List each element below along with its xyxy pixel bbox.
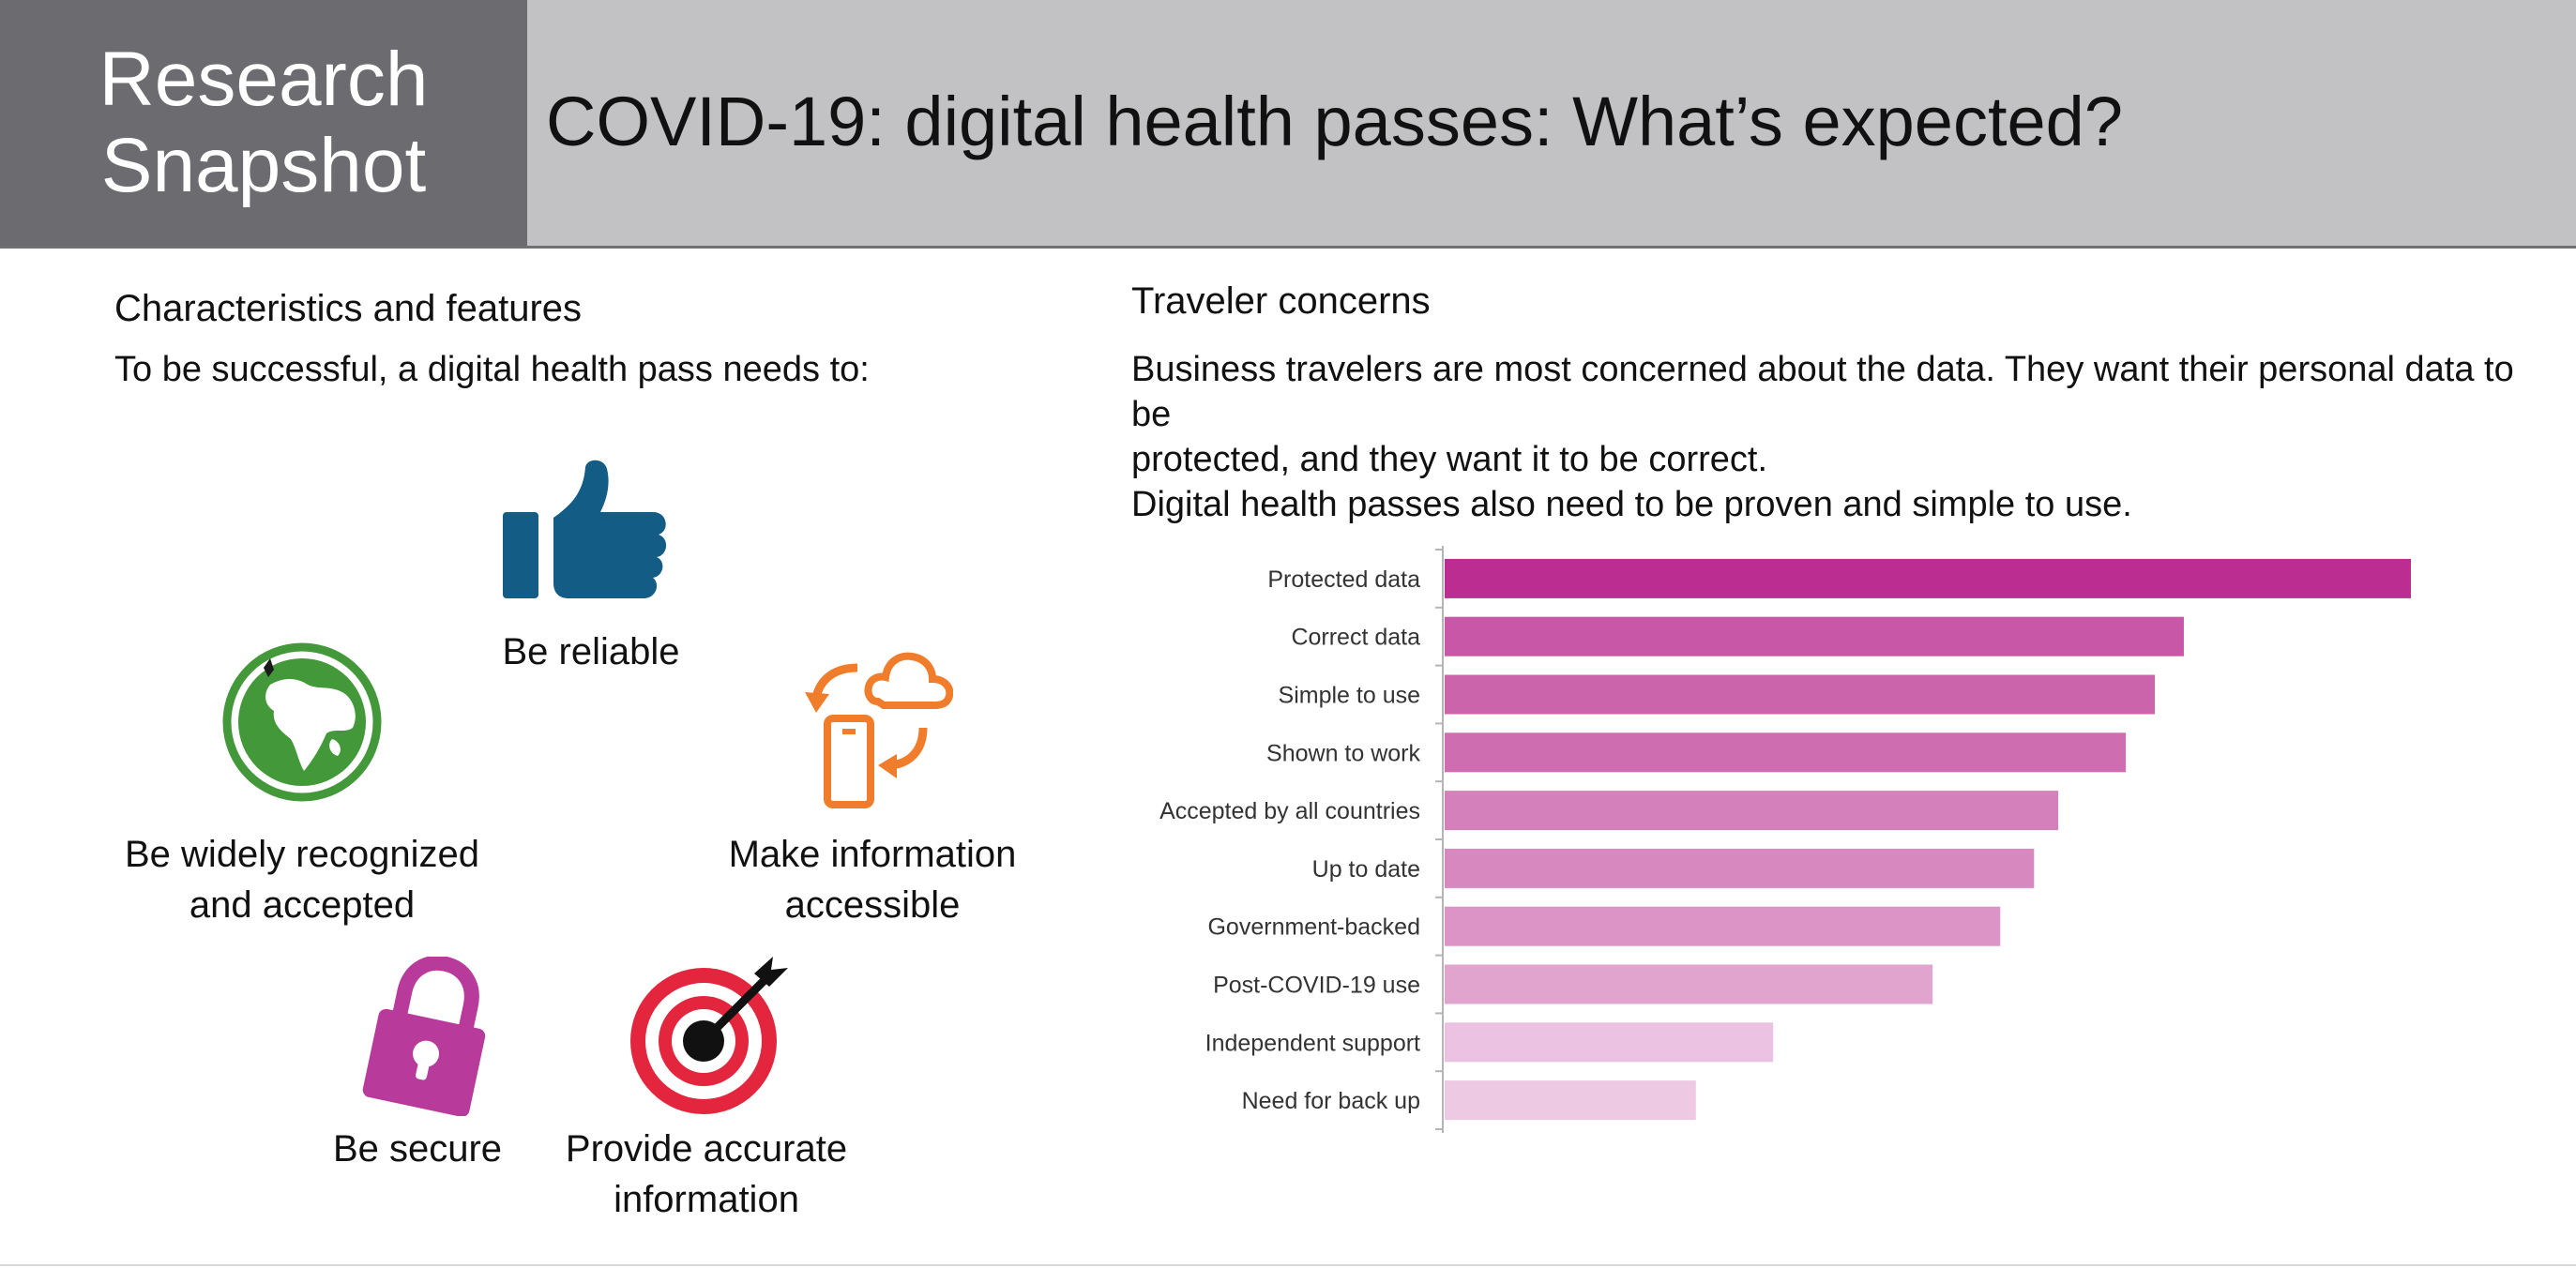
research-snapshot-badge: Research Snapshot [0, 0, 527, 246]
category-label: Up to date [1312, 856, 1420, 883]
feature-label-accurate: Provide accurate information [535, 1124, 878, 1225]
traveler-concerns-heading: Traveler concerns [1131, 280, 1431, 322]
bar-accepted-by-all-countries [1445, 791, 2059, 831]
feature-label-recognized-line1: Be widely recognized [125, 834, 479, 875]
feature-label-secure: Be secure [332, 1128, 503, 1170]
globe-icon [222, 642, 382, 802]
characteristics-intro: To be successful, a digital health pass … [114, 350, 870, 389]
category-label: Simple to use [1279, 683, 1420, 709]
bar-independent-support [1445, 1022, 1774, 1063]
traveler-concerns-chart: Protected data Correct data Simple to use S… [1107, 535, 2533, 1144]
category-label: Post-COVID-19 use [1213, 973, 1420, 999]
category-label: Shown to work [1266, 740, 1420, 766]
bottom-divider [0, 1264, 2576, 1266]
bar-post-covid-19-use [1445, 964, 1933, 1004]
bar-government-backed [1445, 906, 2001, 946]
bar-correct-data [1445, 616, 2184, 657]
bar-chart-svg: Protected data Correct data Simple to use S… [1159, 546, 2411, 1133]
bar-shown-to-work [1445, 732, 2127, 773]
concerns-text-line2: protected, and they want it to be correc… [1131, 440, 1768, 479]
category-label: Independent support [1205, 1030, 1420, 1056]
feature-label-recognized-line2: and accepted [189, 884, 416, 926]
thumbs-up-icon [503, 460, 667, 598]
concerns-text-line3: Digital health passes also need to be pr… [1131, 485, 2132, 524]
feature-label-reliable: Be reliable [502, 631, 680, 672]
category-label: Need for back up [1242, 1088, 1420, 1114]
bar-protected-data [1445, 558, 2411, 598]
bar-simple-to-use [1445, 674, 2156, 715]
feature-label-accessible-line2: accessible [784, 884, 961, 926]
feature-label-recognized: Be widely recognized and accepted [96, 829, 508, 930]
category-label: Correct data [1291, 625, 1420, 651]
feature-label-accurate-line2: information [614, 1179, 799, 1220]
target-icon [630, 957, 788, 1114]
feature-label-accessible: Make information accessible [694, 829, 1051, 930]
feature-label-accessible-line1: Make information [728, 834, 1017, 875]
category-label: Government-backed [1207, 914, 1420, 941]
bar-up-to-date [1445, 848, 2035, 888]
category-label: Accepted by all countries [1159, 798, 1420, 824]
characteristics-heading: Characteristics and features [114, 288, 583, 329]
padlock-icon [362, 957, 486, 1116]
header-bar: Research Snapshot COVID-19: digital heal… [0, 0, 2576, 249]
category-label: Protected data [1267, 566, 1420, 593]
brand-line-2: Snapshot [100, 123, 427, 208]
page-title: COVID-19: digital health passes: What’s … [546, 83, 2123, 160]
traveler-concerns-text: Business travelers are most concerned ab… [1131, 347, 2557, 527]
feature-label-accurate-line1: Provide accurate [565, 1128, 848, 1170]
concerns-text-line1: Business travelers are most concerned ab… [1131, 350, 2514, 434]
bar-need-for-back-up [1445, 1080, 1696, 1121]
phone-cloud-sync-icon [805, 652, 953, 808]
brand-line-1: Research [98, 37, 429, 122]
